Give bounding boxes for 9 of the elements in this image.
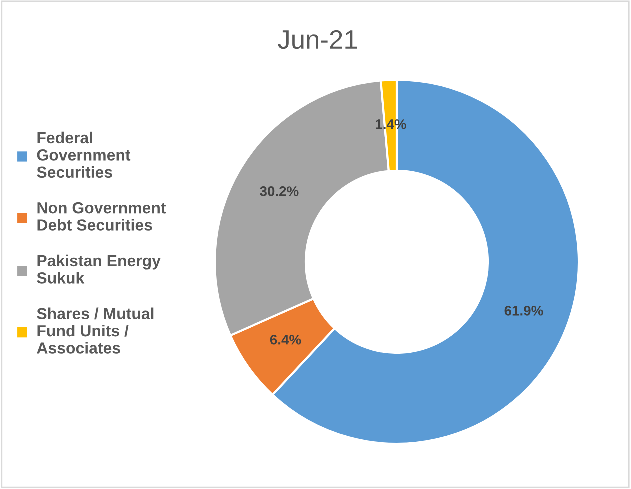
- data-label: 1.4%: [376, 120, 406, 130]
- chart-title: Jun-21: [278, 30, 358, 50]
- legend-label: Pakistan Energy Sukuk: [37, 254, 161, 284]
- data-label: 6.4%: [270, 334, 302, 345]
- legend-label: Non Government Debt Securities: [38, 202, 166, 231]
- legend-label: Shares / Mutual Fund Units / Associates: [37, 308, 154, 354]
- data-label: 61.9%: [504, 306, 544, 316]
- data-label: 30.2%: [260, 186, 299, 196]
- legend-label: Federal Government Securities: [37, 132, 131, 178]
